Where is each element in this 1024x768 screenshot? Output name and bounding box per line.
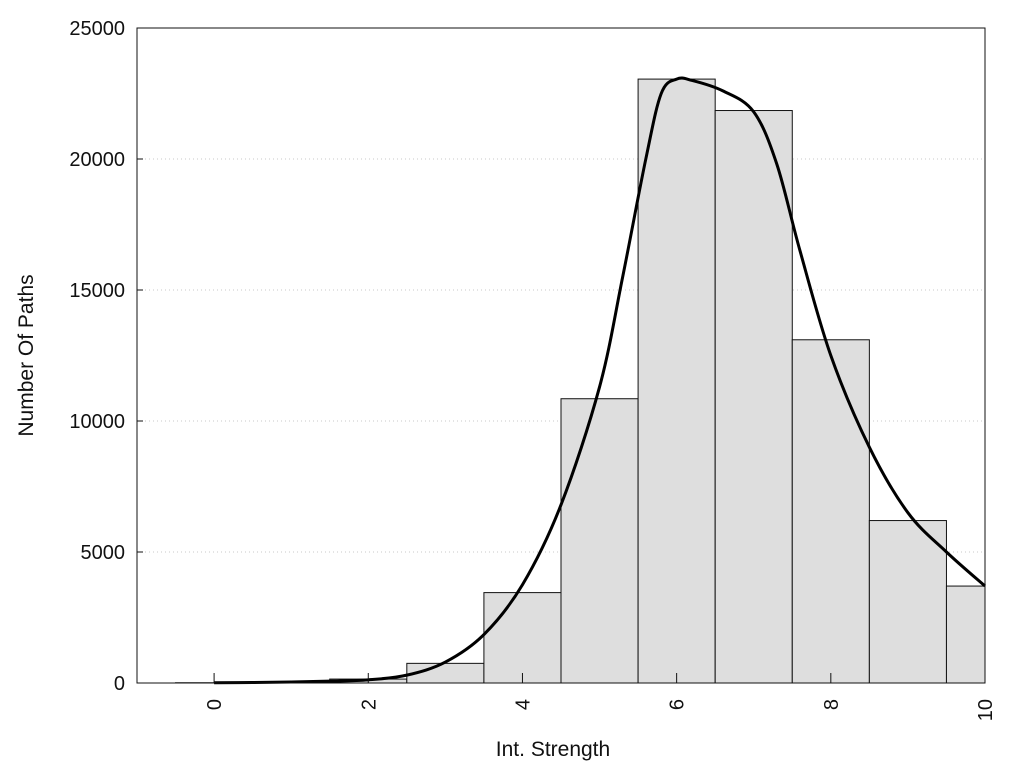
x-tick-label-4: 8 [821, 699, 843, 710]
y-tick-label-1: 5000 [81, 542, 126, 564]
x-tick-label-0: 0 [204, 699, 226, 710]
plot-frame [136, 27, 986, 684]
bar-4 [483, 592, 562, 684]
bar-10 [945, 585, 986, 684]
bar-7 [714, 110, 793, 684]
bar-8 [791, 339, 870, 684]
y-tick-label-4: 20000 [69, 149, 125, 171]
x-tick-label-3: 6 [667, 699, 689, 710]
x-tick-label-5: 10 [975, 699, 997, 721]
y-axis-title: Number Of Paths [15, 274, 38, 436]
y-tick-label-0: 0 [114, 673, 125, 695]
x-tick-label-1: 2 [358, 699, 380, 710]
y-tick-label-2: 10000 [69, 411, 125, 433]
density-curve [214, 76, 986, 685]
bar-5 [560, 398, 639, 684]
x-axis-ticks: 0 2 4 6 8 10 [204, 673, 997, 721]
bar-6 [637, 78, 716, 684]
histogram-bars [175, 78, 986, 684]
density-line [214, 76, 986, 685]
y-axis-ticks: 0 5000 10000 15000 20000 25000 [69, 18, 143, 695]
bar-9 [868, 520, 947, 684]
y-tick-label-5: 25000 [69, 18, 125, 40]
x-tick-label-2: 4 [512, 699, 534, 710]
x-axis-title: Int. Strength [496, 738, 610, 761]
y-tick-label-3: 15000 [69, 280, 125, 302]
